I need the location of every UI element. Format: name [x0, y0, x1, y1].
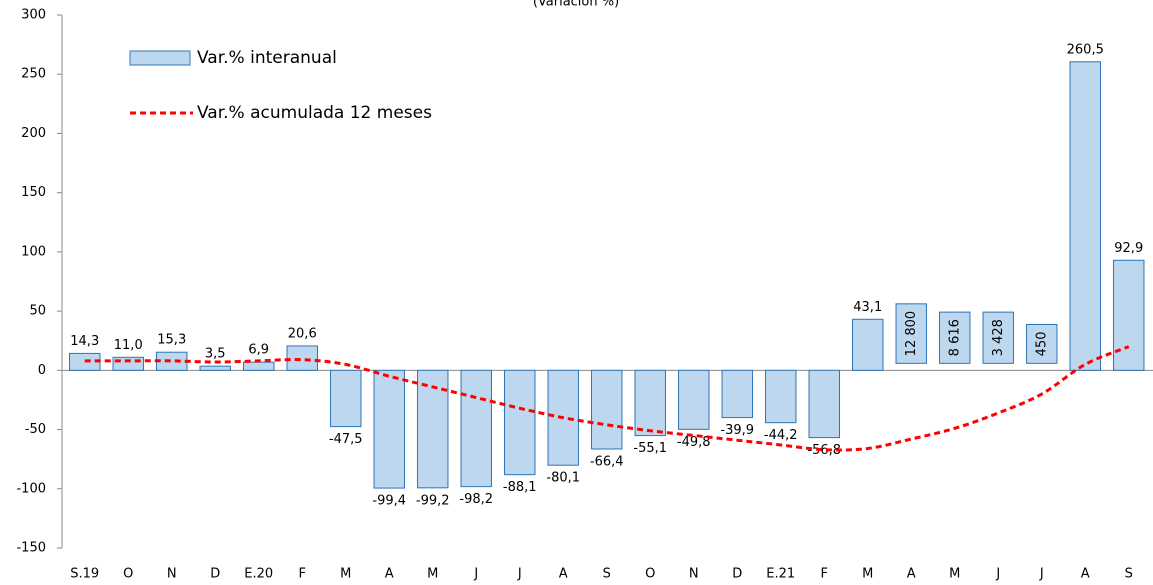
- value-label: 8 616: [947, 319, 962, 356]
- value-label: -98,2: [459, 492, 493, 507]
- chart-title: (Variación %): [533, 0, 619, 10]
- y-tick-label: 250: [21, 67, 46, 82]
- x-tick-label: J: [995, 567, 1000, 582]
- y-tick-label: 0: [38, 363, 46, 378]
- value-label: 12 800: [904, 311, 919, 357]
- line: [84, 345, 1130, 452]
- value-label: 43,1: [853, 300, 882, 315]
- bar: [112, 356, 144, 371]
- x-tick-label: A: [1081, 567, 1090, 582]
- legend-label: Var.% acumulada 12 meses: [197, 103, 432, 123]
- y-tick-label: 150: [21, 185, 46, 200]
- x-tick-label: O: [645, 567, 655, 582]
- value-label: -44,2: [764, 428, 798, 443]
- value-label: -99,4: [372, 494, 406, 509]
- x-tick-label: S: [1125, 567, 1133, 582]
- value-label: 11,0: [114, 338, 143, 353]
- value-label: -47,5: [329, 432, 363, 447]
- bar: [156, 351, 188, 371]
- legend-swatch: [129, 50, 191, 66]
- bar: [591, 369, 623, 450]
- x-tick-label: O: [123, 567, 133, 582]
- value-label: 92,9: [1114, 241, 1143, 256]
- x-tick-label: F: [821, 567, 828, 582]
- bar: [808, 369, 840, 439]
- x-tick-label: M: [949, 567, 960, 582]
- x-tick-label: S: [603, 567, 611, 582]
- value-label: 260,5: [1067, 42, 1104, 57]
- value-label: -49,8: [677, 435, 711, 450]
- x-tick-label: A: [559, 567, 568, 582]
- bar: [721, 369, 753, 419]
- x-tick-label: M: [427, 567, 438, 582]
- y-tick-label: -50: [25, 422, 46, 437]
- value-label: -80,1: [546, 471, 580, 486]
- x-tick-label: F: [299, 567, 306, 582]
- value-label: 20,6: [288, 326, 317, 341]
- x-tick-label: A: [385, 567, 394, 582]
- bar: [243, 361, 275, 371]
- bar: [765, 369, 797, 424]
- bar: [895, 303, 927, 364]
- x-tick-label: A: [907, 567, 916, 582]
- bar: [504, 369, 536, 476]
- bar: [373, 369, 405, 489]
- y-tick-label: 300: [21, 8, 46, 23]
- x-tick-label: D: [732, 567, 742, 582]
- y-tick-label: -100: [16, 481, 46, 496]
- y-tick-label: 100: [21, 244, 46, 259]
- bar: [1069, 61, 1101, 371]
- x-tick-label: N: [689, 567, 699, 582]
- bar: [199, 365, 231, 371]
- value-label: 6,9: [248, 343, 269, 358]
- value-label: -55,1: [633, 441, 667, 456]
- x-tick-label: J: [473, 567, 478, 582]
- bar: [286, 345, 318, 371]
- x-tick-label: N: [167, 567, 177, 582]
- value-label: -66,4: [590, 454, 624, 469]
- x-tick-label: S.19: [70, 567, 99, 582]
- x-tick-label: E.20: [244, 567, 273, 582]
- x-tick-label: M: [862, 567, 873, 582]
- x-tick-label: D: [210, 567, 220, 582]
- value-label: -56,8: [807, 443, 841, 458]
- value-label: 450: [1034, 332, 1049, 357]
- value-label: 15,3: [157, 333, 186, 348]
- bar: [982, 311, 1014, 364]
- value-label: -39,9: [720, 423, 754, 438]
- bar: [678, 369, 710, 430]
- y-tick-label: 200: [21, 126, 46, 141]
- bar: [634, 369, 666, 437]
- bar: [852, 318, 884, 371]
- value-label: 3 428: [991, 319, 1006, 356]
- x-tick-label: M: [340, 567, 351, 582]
- value-label: -88,1: [503, 480, 537, 495]
- bar: [1026, 324, 1058, 364]
- x-tick-label: E.21: [766, 567, 795, 582]
- y-tick-label: 50: [29, 304, 46, 319]
- value-label: 14,3: [70, 334, 99, 349]
- bar: [1113, 259, 1145, 371]
- x-tick-label: J: [1039, 567, 1044, 582]
- x-tick-label: J: [517, 567, 522, 582]
- legend-label: Var.% interanual: [197, 48, 337, 68]
- value-label: 3,5: [205, 347, 226, 362]
- bar: [939, 311, 971, 364]
- y-tick-label: -150: [16, 541, 46, 556]
- bar: [460, 369, 492, 488]
- value-label: -99,2: [416, 493, 450, 508]
- bar: [330, 369, 362, 428]
